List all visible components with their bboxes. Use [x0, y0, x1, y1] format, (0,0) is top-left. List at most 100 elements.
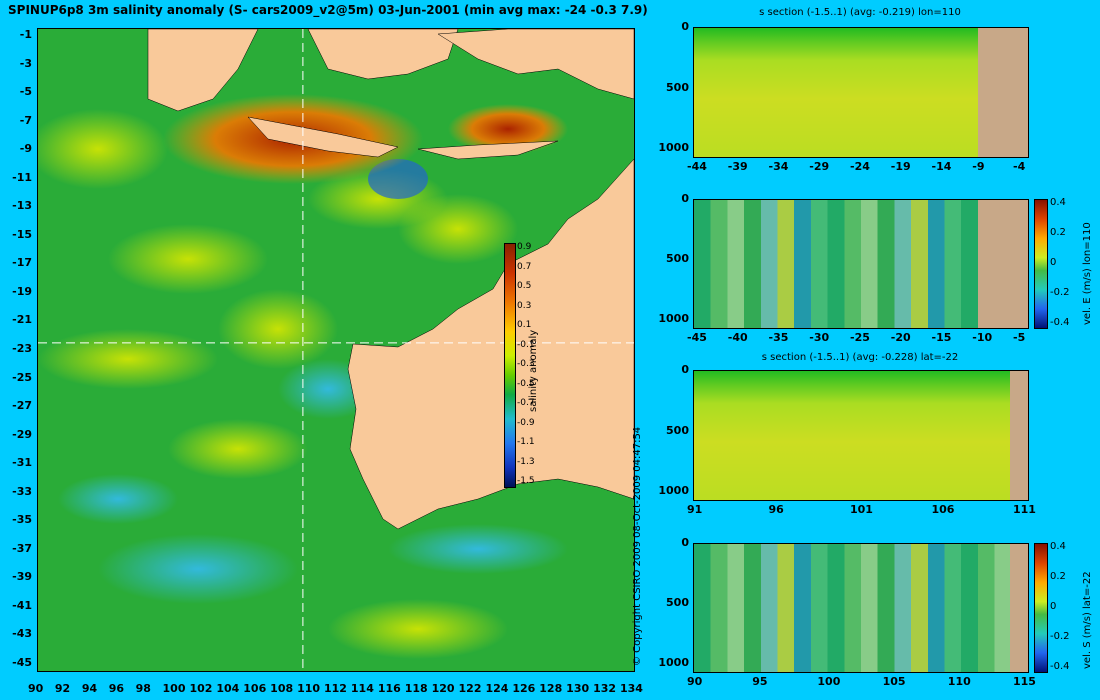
lat-tick-label: -29	[12, 427, 32, 441]
x-tick-label: -10	[972, 331, 993, 344]
lat-tick-label: -43	[12, 627, 32, 641]
lat-tick-label: -3	[19, 56, 32, 70]
lon-tick-label: 118	[404, 682, 428, 695]
lat-tick-label: -5	[19, 85, 32, 99]
salinity-map[interactable]	[37, 28, 635, 672]
x-tick-label: 90	[687, 675, 703, 688]
x-tick-label: -34	[768, 160, 789, 173]
figure-title: SPINUP6p8 3m salinity anomaly (S- cars20…	[8, 3, 648, 17]
section-panel-title: s section (-1.5..1) (avg: -0.228) lat=-2…	[761, 352, 959, 363]
lat-tick-label: -45	[12, 656, 32, 669]
colorbar-tick-label: 0.1	[517, 320, 532, 330]
land-masses	[147, 29, 634, 530]
lat-tick-label: -7	[19, 113, 32, 127]
section-panel[interactable]	[693, 199, 1029, 329]
depth-tick-label: 500	[666, 80, 689, 94]
colorbar-tick-label: 0.5	[517, 281, 532, 291]
x-tick-label: -44	[687, 160, 707, 173]
x-tick-label: 105	[882, 675, 906, 688]
x-tick-label: -40	[727, 331, 748, 344]
x-tick-label: 100	[817, 675, 841, 688]
depth-tick-label: 0	[681, 192, 689, 205]
x-tick-label: -4	[1013, 160, 1026, 173]
velocity-colorbar-tick: 0.4	[1050, 197, 1066, 208]
lat-tick-label: -27	[12, 399, 32, 413]
australia-landmass	[347, 158, 634, 530]
velocity-side-label: vel. E (m/s) lon=110	[1082, 222, 1093, 325]
section-land	[978, 200, 1028, 328]
lon-tick-label: 132	[593, 682, 617, 695]
copyright-text: © Copyright CSIRO 2009 08-Oct-2009 04:47…	[632, 426, 643, 666]
lon-tick-label: 112	[324, 682, 347, 695]
lon-tick-label: 104	[216, 682, 240, 695]
lat-tick-label: -37	[12, 541, 32, 555]
section-panel[interactable]	[693, 27, 1029, 158]
lon-tick-label: 122	[458, 682, 482, 695]
colorbar-tick-label: -1.1	[517, 437, 535, 447]
depth-tick-label: 1000	[658, 484, 689, 497]
x-tick-label: -29	[809, 160, 830, 173]
lat-tick-label: -15	[12, 227, 32, 241]
depth-tick-label: 0	[681, 536, 689, 549]
lon-tick-label: 98	[135, 682, 151, 695]
colorbar-tick-label: -0.7	[517, 398, 535, 408]
depth-tick-label: 1000	[658, 656, 689, 669]
lon-tick-label: 100	[162, 682, 186, 695]
lon-tick-label: 110	[297, 682, 321, 695]
colorbar-tick-label: -1.3	[517, 456, 535, 467]
lon-tick-label: 106	[243, 682, 267, 695]
x-tick-label: -5	[1013, 331, 1026, 344]
anomaly-patches	[38, 94, 568, 659]
section-panel[interactable]	[693, 370, 1029, 501]
x-tick-label: 106	[931, 503, 955, 516]
section-land	[1010, 371, 1028, 500]
section-panel[interactable]	[693, 543, 1029, 673]
lat-tick-label: -39	[12, 570, 32, 584]
depth-tick-label: 0	[681, 363, 689, 376]
lat-tick-label: -19	[12, 284, 32, 298]
x-tick-label: 110	[947, 675, 971, 688]
x-tick-label: -25	[850, 331, 870, 344]
velocity-colorbar-tick: -0.4	[1050, 661, 1070, 672]
x-tick-label: 115	[1013, 675, 1036, 688]
lon-tick-label: 134	[620, 682, 643, 695]
lat-tick-label: -11	[12, 170, 32, 184]
lat-tick-label: -25	[12, 370, 32, 384]
velocity-colorbar-tick: 0.2	[1050, 571, 1066, 582]
lon-tick-label: 124	[485, 682, 509, 695]
lat-tick-label: -35	[12, 513, 32, 527]
x-tick-label: 101	[850, 503, 873, 516]
velocity-colorbar-tick: 0	[1050, 257, 1057, 268]
x-tick-label: -14	[931, 160, 952, 173]
velocity-colorbar-tick: -0.4	[1050, 317, 1070, 328]
colorbar-tick-label: 0.3	[517, 300, 532, 311]
lon-tick-label: 94	[81, 682, 98, 695]
x-tick-label: 96	[768, 503, 784, 516]
velocity-colorbar-tick: -0.2	[1050, 631, 1070, 642]
x-tick-label: 95	[752, 675, 768, 688]
lon-tick-label: 128	[539, 682, 563, 695]
colorbar-tick-label: -0.3	[517, 359, 535, 369]
lat-tick-label: -31	[12, 456, 32, 470]
lon-tick-label: 126	[512, 682, 536, 695]
x-tick-label: -24	[850, 160, 870, 173]
depth-tick-label: 0	[681, 20, 689, 33]
colorbar-tick-label: -1.5	[517, 476, 535, 486]
lon-tick-label: 92	[54, 682, 71, 695]
lat-tick-label: -21	[12, 313, 32, 327]
depth-tick-label: 500	[666, 596, 689, 609]
lon-tick-label: 114	[350, 682, 374, 695]
x-tick-label: -19	[890, 160, 911, 173]
section-panel-title: s section (-1.5..1) (avg: -0.219) lon=11…	[759, 7, 961, 18]
lon-tick-label: 120	[431, 682, 455, 695]
colorbar-tick-label: -0.1	[517, 339, 535, 350]
colorbar-tick-label: -0.9	[517, 417, 535, 428]
x-tick-label: 91	[687, 503, 703, 516]
velocity-colorbar-tick: 0.4	[1050, 541, 1066, 552]
colorbar-label: salinity anomaly	[528, 329, 539, 412]
lat-tick-label: -33	[12, 484, 32, 498]
lon-tick-label: 116	[377, 682, 401, 695]
lat-tick-label: -1	[19, 28, 32, 41]
colorbar-tick-label: 0.7	[517, 261, 532, 272]
depth-tick-label: 1000	[658, 141, 689, 154]
